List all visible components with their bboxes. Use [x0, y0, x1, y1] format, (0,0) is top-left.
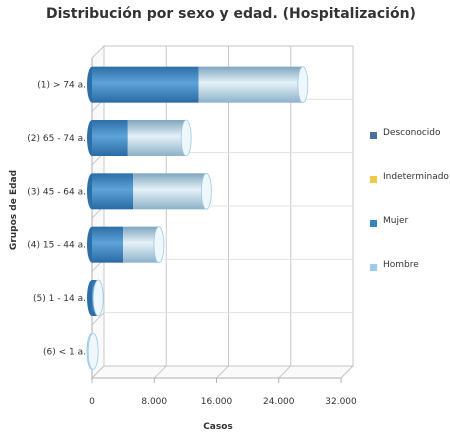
- bar-cap-end: [180, 119, 192, 157]
- y-tick-label: (1) > 74 a.: [37, 81, 86, 91]
- gridline-floor: [340, 365, 354, 379]
- y-axis-title: Grupos de Edad: [9, 170, 19, 250]
- bar-group: [87, 226, 165, 264]
- bar-group: [87, 279, 104, 317]
- bar-cap-end: [153, 226, 165, 264]
- bar-group: [86, 332, 99, 370]
- bar-mujer: [92, 173, 134, 210]
- bar-hombre: [198, 66, 303, 103]
- bar-hombre: [123, 226, 159, 263]
- y-tick-label: (5) 1 - 14 a.: [33, 294, 86, 304]
- bar-group: [87, 66, 309, 104]
- gridline-floor: [91, 365, 105, 379]
- bar-cap-end: [87, 332, 99, 370]
- legend-label: Desconocido: [383, 128, 441, 138]
- x-tick-label: 32.000: [325, 397, 357, 407]
- bar-cap-end: [92, 279, 104, 317]
- x-tick-label: 24.000: [263, 397, 295, 407]
- gridline-floor: [278, 365, 292, 379]
- legend-swatch: [370, 132, 377, 139]
- gridline-floor: [153, 365, 167, 379]
- x-axis-title: Casos: [203, 422, 233, 432]
- y-tick-label: (2) 65 - 74 a.: [27, 134, 86, 144]
- legend-label: Mujer: [383, 216, 409, 226]
- bar-mujer: [92, 66, 199, 103]
- bar-hombre: [127, 120, 187, 156]
- bar-mujer: [92, 226, 124, 263]
- legend-label: Hombre: [383, 260, 419, 270]
- x-tick-label: 8.000: [141, 397, 167, 407]
- gridline-side: [91, 312, 105, 326]
- bar-group: [87, 119, 192, 157]
- x-tick-label: 16.000: [201, 397, 233, 407]
- bar-cap-end: [200, 172, 212, 210]
- x-tick-label: 0: [89, 397, 95, 407]
- chart-title: Distribución por sexo y edad. (Hospitali…: [46, 6, 416, 22]
- legend-swatch: [370, 176, 377, 183]
- bar-mujer: [92, 120, 128, 156]
- bar-hombre: [133, 173, 207, 210]
- gridline-floor: [216, 365, 229, 379]
- bar-cap-end: [297, 66, 309, 104]
- y-tick-label: (3) 45 - 64 a.: [27, 187, 86, 197]
- y-tick-label: (4) 15 - 44 a.: [27, 241, 86, 251]
- legend-swatch: [370, 220, 377, 227]
- legend-label: Indeterminado: [383, 172, 449, 182]
- y-tick-label: (6) < 1 a.: [43, 347, 86, 357]
- bar-group: [87, 172, 212, 210]
- legend-swatch: [370, 264, 377, 271]
